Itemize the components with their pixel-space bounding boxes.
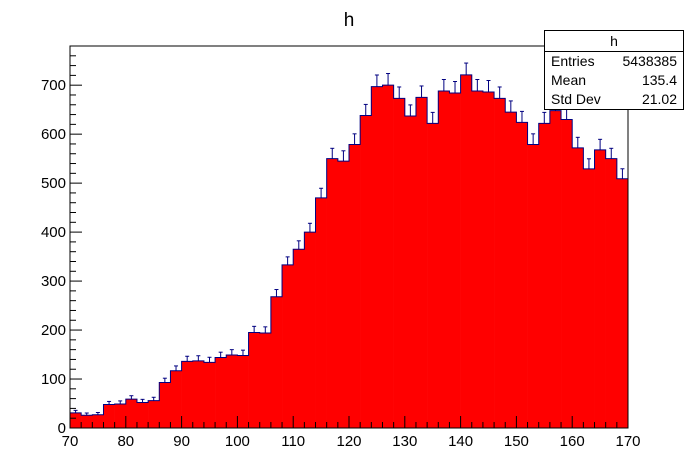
x-tick-label: 100: [225, 433, 250, 450]
histogram-bar: [583, 168, 595, 428]
x-tick-label: 150: [504, 433, 529, 450]
histogram-bar: [304, 232, 316, 428]
y-tick-label: 0: [58, 420, 66, 437]
histogram-bar: [605, 158, 618, 428]
histogram-bar: [293, 249, 305, 428]
histogram-bar: [136, 402, 149, 428]
stats-mean-label: Mean: [551, 72, 587, 88]
x-tick-label: 130: [392, 433, 417, 450]
histogram-outline: [69, 74, 629, 428]
stats-stddev-row: Std Dev 21.02: [545, 90, 683, 109]
histogram-bar: [215, 357, 227, 428]
stats-entries-value: 5438385: [622, 53, 677, 69]
histogram-bar: [360, 115, 372, 429]
histogram-bar: [404, 116, 417, 429]
y-axis: 0 100 200 300 400 500 600 700: [41, 45, 82, 437]
x-tick-label: 80: [117, 433, 134, 450]
stats-entries-label: Entries: [551, 53, 595, 69]
histogram-bar: [561, 119, 573, 428]
histogram-bar: [326, 158, 339, 428]
histogram-bar: [382, 85, 394, 428]
histogram-bar: [70, 412, 82, 428]
y-tick-label: 300: [41, 273, 66, 290]
histogram-bar: [438, 91, 450, 429]
histogram-bar: [538, 123, 551, 428]
histogram-bar: [460, 74, 473, 429]
histogram-bar: [594, 149, 606, 429]
histogram-bar: [449, 93, 461, 428]
y-tick-label: 200: [41, 322, 66, 339]
x-tick-label: 90: [173, 433, 190, 450]
histogram-bar: [527, 144, 540, 428]
histogram-bar: [192, 360, 205, 428]
histogram-bar: [393, 98, 406, 429]
stats-entries-row: Entries 5438385: [545, 52, 683, 71]
histogram-bar: [125, 399, 138, 428]
histogram-bar: [549, 110, 562, 429]
histogram-bar: [92, 414, 104, 428]
y-tick-label: 400: [41, 224, 66, 241]
histogram-bar: [114, 404, 127, 428]
chart-title: h: [344, 10, 355, 31]
histogram-bar: [337, 161, 350, 429]
histogram-bar: [270, 296, 283, 428]
stats-title: h: [545, 31, 683, 52]
histogram-bar: [203, 362, 216, 428]
histogram-bar: [159, 382, 171, 428]
histogram-bar: [248, 332, 261, 428]
stats-stddev-value: 21.02: [641, 91, 677, 107]
histogram-bar: [148, 400, 160, 428]
x-axis: 70 80 90 100 110 120 130 140 150 160 170: [62, 416, 641, 450]
x-tick-label: 70: [62, 433, 79, 450]
histogram-bar: [494, 98, 506, 429]
histogram-bar: [282, 264, 294, 428]
histogram-bar: [349, 144, 361, 428]
histogram-bar: [259, 332, 272, 428]
x-tick-label: 110: [281, 433, 305, 450]
y-tick-label: 600: [41, 126, 66, 143]
histogram-bar: [81, 415, 93, 428]
stats-mean-row: Mean 135.4: [545, 71, 683, 90]
histogram-bar: [170, 370, 182, 428]
x-tick-label: 170: [615, 433, 640, 450]
x-tick-label: 140: [448, 433, 473, 450]
stats-mean-value: 135.4: [641, 72, 677, 88]
histogram-bar: [237, 355, 249, 428]
histogram-bar: [482, 92, 495, 429]
stats-stddev-label: Std Dev: [551, 91, 601, 107]
x-tick-label: 160: [560, 433, 585, 450]
histogram-bar: [471, 91, 484, 429]
y-tick-label: 500: [41, 175, 66, 192]
histogram-bar: [572, 147, 584, 428]
histogram-bar: [505, 112, 517, 428]
x-tick-label: 120: [336, 433, 361, 450]
stats-box: h Entries 5438385 Mean 135.4 Std Dev 21.…: [544, 30, 684, 110]
y-tick-label: 700: [41, 77, 66, 94]
bars-layer: [70, 74, 629, 429]
histogram-bar: [616, 178, 629, 428]
histogram-bar: [516, 122, 528, 429]
histogram-bar: [427, 123, 439, 428]
y-tick-label: 100: [41, 371, 66, 388]
histogram-bar: [315, 197, 327, 428]
histogram-bar: [181, 361, 194, 428]
histogram-bar: [371, 86, 383, 429]
histogram-bar: [103, 404, 115, 428]
histogram-bar: [226, 355, 238, 428]
histogram-bar: [415, 97, 428, 428]
